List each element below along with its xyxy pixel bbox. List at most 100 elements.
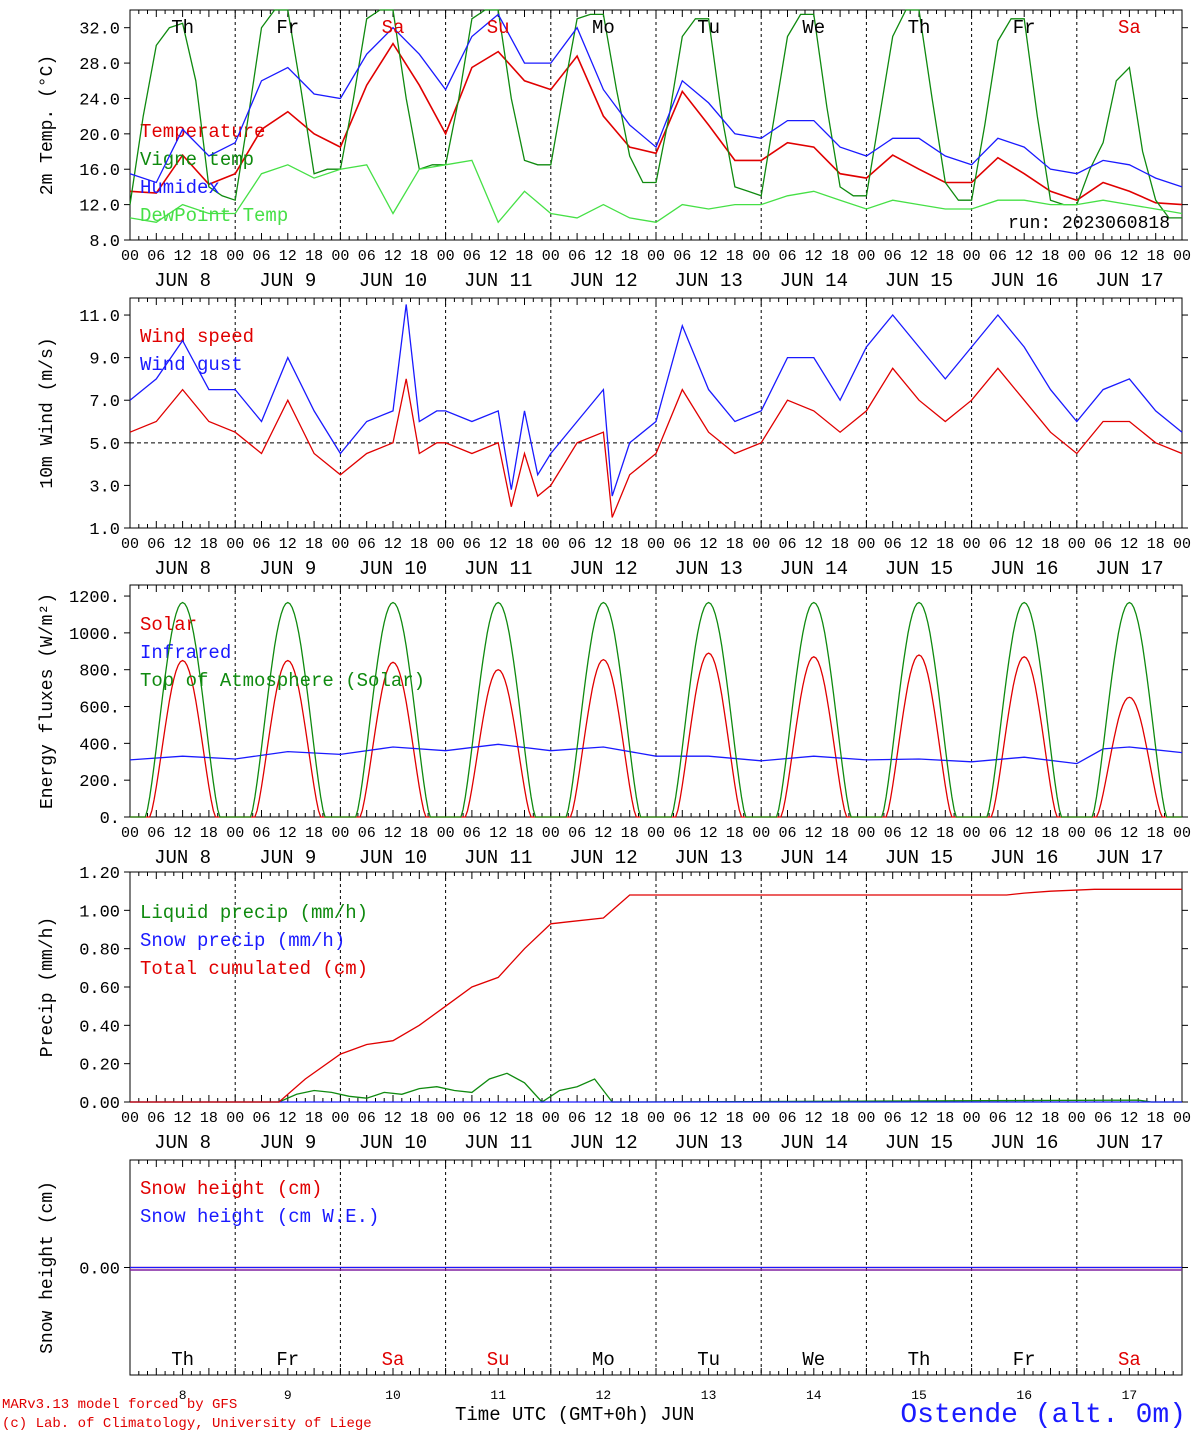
hour-label: 06 (358, 536, 376, 553)
hour-label: 00 (857, 825, 875, 842)
date-label: JUN 16 (990, 270, 1058, 292)
hour-label: 12 (1120, 248, 1138, 265)
hour-label: 06 (884, 248, 902, 265)
hour-label: 12 (700, 536, 718, 553)
hour-label: 00 (1173, 536, 1191, 553)
y-axis-label: Precip (mm/h) (38, 917, 58, 1057)
date-label: JUN 8 (154, 558, 211, 580)
y-tick-label: 24.0 (79, 91, 120, 110)
hour-label: 18 (1041, 825, 1059, 842)
date-label: JUN 17 (1095, 558, 1163, 580)
date-label: JUN 11 (464, 847, 532, 869)
hour-label: 00 (1173, 825, 1191, 842)
hour-label: 06 (673, 248, 691, 265)
weekday-label: Fr (1013, 17, 1036, 39)
hour-label: 12 (805, 248, 823, 265)
hour-label: 06 (673, 1110, 691, 1127)
hour-label: 00 (1173, 248, 1191, 265)
date-label: JUN 11 (464, 270, 532, 292)
day-number-label: 17 (1122, 1388, 1138, 1403)
y-tick-label: 0.00 (79, 1261, 120, 1280)
hour-label: 00 (1068, 825, 1086, 842)
hour-label: 12 (1120, 1110, 1138, 1127)
hour-label: 18 (621, 536, 639, 553)
hour-label: 06 (1094, 248, 1112, 265)
panel-2: 1.0 3.0 5.0 7.0 9.0 11.0 10m Wind (m/s) Wind sp… (38, 297, 1191, 580)
date-label: JUN 9 (259, 1132, 316, 1154)
y-tick-label: 7.0 (89, 393, 120, 412)
hour-label: 18 (200, 536, 218, 553)
hour-label: 18 (936, 825, 954, 842)
hour-label: 06 (252, 248, 270, 265)
model-credit: MARv3.13 model forced by GFS (2, 1397, 238, 1413)
hour-label: 06 (778, 248, 796, 265)
hour-label: 18 (515, 536, 533, 553)
hour-label: 06 (568, 825, 586, 842)
hour-label: 18 (621, 825, 639, 842)
hour-label: 06 (989, 536, 1007, 553)
date-label: JUN 15 (885, 847, 953, 869)
date-label: JUN 10 (359, 1132, 427, 1154)
legend-entry: Humidex (140, 177, 220, 199)
y-tick-label: 0.00 (79, 1095, 120, 1114)
date-label: JUN 12 (569, 270, 637, 292)
legend-entry: Snow precip (mm/h) (140, 930, 345, 952)
hour-label: 12 (384, 1110, 402, 1127)
y-tick-label: 11.0 (79, 308, 120, 327)
hour-label: 12 (805, 536, 823, 553)
hour-label: 12 (384, 536, 402, 553)
hour-label: 12 (594, 1110, 612, 1127)
hour-label: 00 (1068, 248, 1086, 265)
hour-label: 00 (1173, 1110, 1191, 1127)
hour-label: 12 (910, 825, 928, 842)
legend-entry: Wind speed (140, 326, 254, 348)
legend-entry: Total cumulated (cm) (140, 958, 368, 980)
hour-label: 00 (226, 248, 244, 265)
hour-label: 12 (279, 825, 297, 842)
y-tick-label: 12.0 (79, 198, 120, 217)
weekday-label: Th (908, 1349, 931, 1371)
hour-label: 00 (963, 248, 981, 265)
date-label: JUN 15 (885, 270, 953, 292)
y-tick-label: 400. (79, 736, 120, 755)
hour-label: 12 (700, 825, 718, 842)
hour-label: 12 (174, 825, 192, 842)
date-label: JUN 13 (674, 270, 742, 292)
hour-label: 18 (831, 536, 849, 553)
y-tick-label: 0.60 (79, 980, 120, 999)
hour-label: 06 (778, 1110, 796, 1127)
hour-label: 00 (963, 536, 981, 553)
hour-label: 12 (279, 536, 297, 553)
hour-label: 18 (1147, 825, 1165, 842)
y-tick-label: 1200. (69, 589, 120, 608)
station-name: Ostende (alt. 0m) (900, 1400, 1186, 1431)
date-label: JUN 16 (990, 1132, 1058, 1154)
y-axis-label: Energy fluxes (W/m²) (38, 593, 58, 809)
hour-label: 00 (647, 248, 665, 265)
day-number-label: 14 (806, 1388, 822, 1403)
hour-label: 18 (200, 248, 218, 265)
footer-credits: MARv3.13 model forced by GFS (c) Lab. of… (2, 1396, 372, 1434)
hour-label: 00 (437, 536, 455, 553)
hour-label: 12 (1015, 825, 1033, 842)
y-tick-label: 0.40 (79, 1018, 120, 1037)
time-ticks (129, 585, 1183, 817)
hour-label: 06 (884, 1110, 902, 1127)
hour-label: 18 (410, 1110, 428, 1127)
hour-label: 12 (594, 248, 612, 265)
hour-label: 18 (410, 536, 428, 553)
hour-label: 06 (778, 825, 796, 842)
day-number-label: 11 (490, 1388, 506, 1403)
hour-label: 12 (805, 825, 823, 842)
date-label: JUN 10 (359, 558, 427, 580)
hour-label: 18 (936, 536, 954, 553)
panel-5: 0.00 Snow height (cm) Snow height (cm) Snow… (38, 1159, 1188, 1403)
day-number-label: 9 (284, 1388, 292, 1403)
hour-label: 18 (305, 825, 323, 842)
date-label: JUN 14 (780, 1132, 848, 1154)
hour-label: 00 (542, 825, 560, 842)
weekday-label: Mo (592, 17, 615, 39)
y-tick-label: 1.0 (89, 521, 120, 540)
y-tick-label: 0.20 (79, 1057, 120, 1076)
run-annotation: run: 2023060818 (1008, 214, 1170, 234)
